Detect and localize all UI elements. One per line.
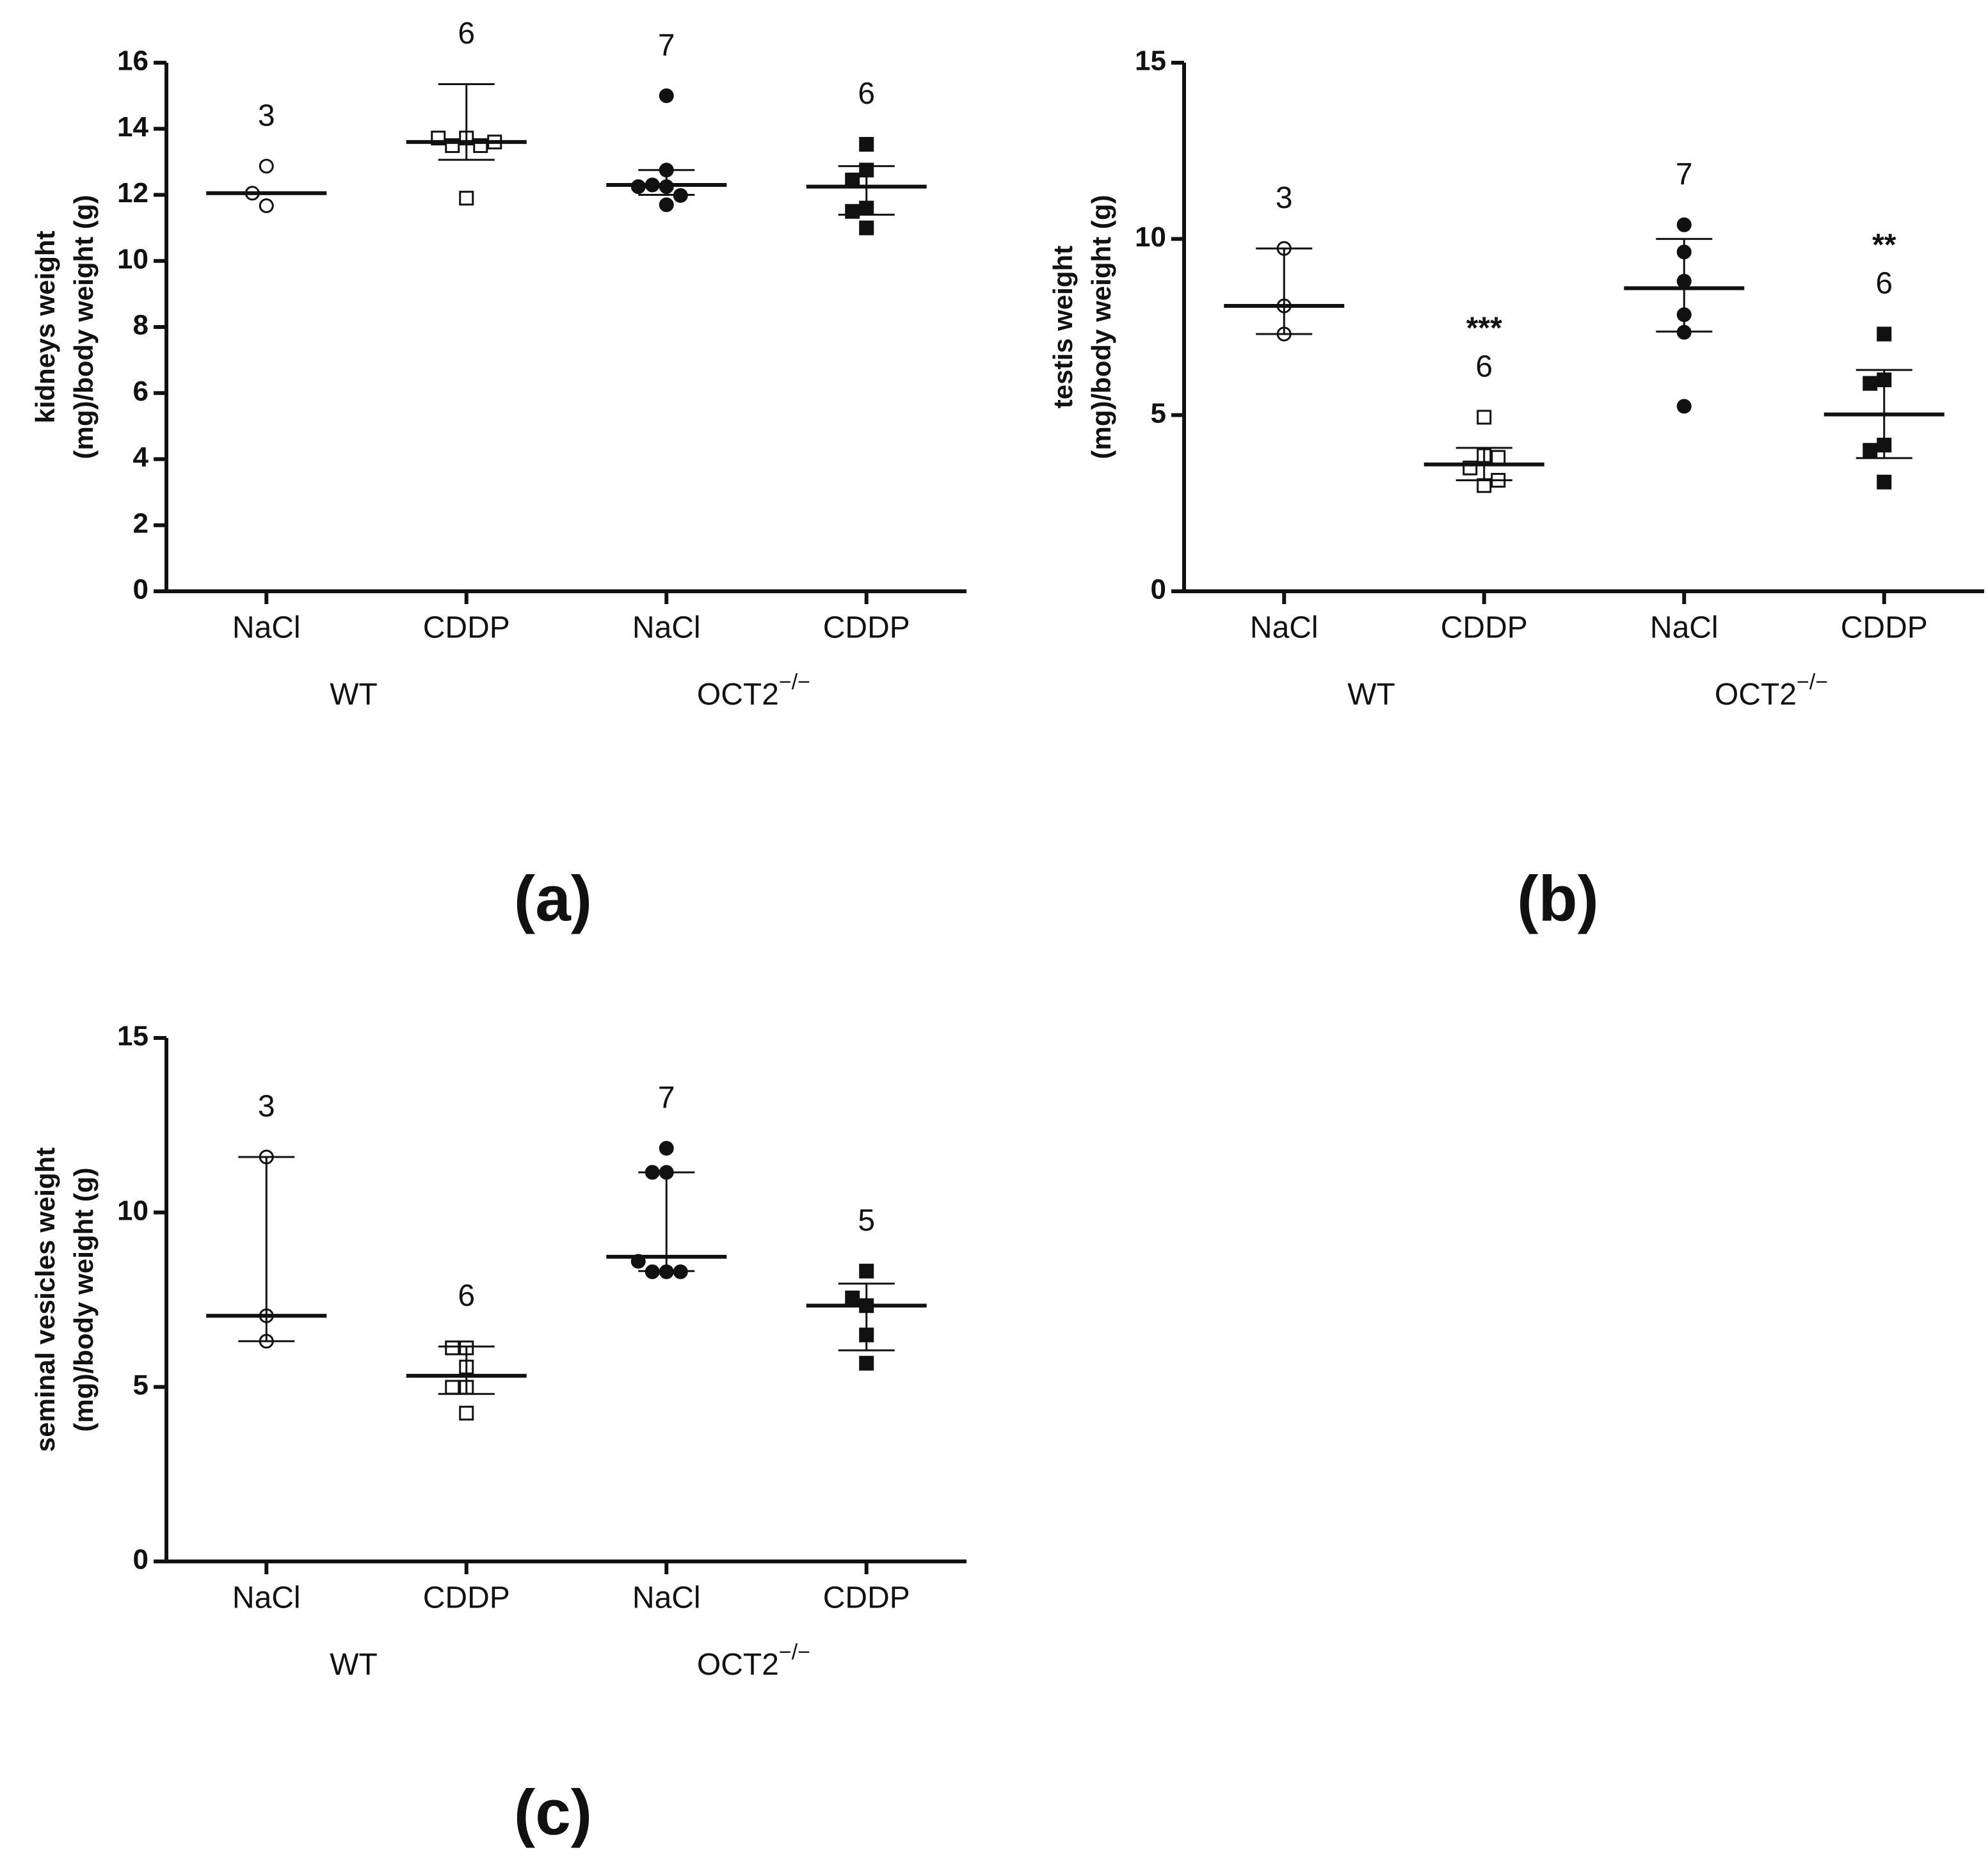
n-label: 3: [258, 99, 275, 132]
n-label: 7: [658, 1081, 675, 1115]
y-tick-label: 0: [133, 1544, 148, 1576]
data-point: [659, 197, 674, 212]
group-name: OCT2: [697, 1648, 779, 1682]
n-label: 7: [1676, 157, 1693, 191]
x-tick-label: NaCl: [232, 611, 301, 645]
group-superscript: −/−: [1797, 670, 1828, 694]
group-label: OCT2−/−: [697, 670, 810, 712]
data-point: [259, 198, 274, 214]
y-axis-label: seminal vesicles weight: [30, 1147, 60, 1452]
group-name: OCT2: [697, 678, 779, 712]
data-point: [1491, 450, 1506, 465]
group-superscript: −/−: [779, 1640, 810, 1664]
x-tick-label: NaCl: [1250, 611, 1319, 645]
x-tick-label: NaCl: [1650, 611, 1719, 645]
data-point: [1877, 474, 1892, 490]
data-point: [1676, 217, 1692, 232]
group-label: WT: [1347, 678, 1395, 712]
data-point: [859, 137, 874, 152]
group-superscript: −/−: [779, 670, 810, 694]
y-tick-label: 15: [117, 1021, 148, 1052]
data-point: [1863, 443, 1878, 458]
y-tick-label: 5: [1151, 397, 1166, 429]
n-label: 6: [458, 1279, 475, 1313]
data-point: [859, 1355, 874, 1371]
data-point: [859, 220, 874, 235]
data-point: [845, 1290, 860, 1305]
data-point: [1863, 376, 1878, 391]
x-tick-label: CDDP: [423, 611, 510, 645]
data-point: [1676, 399, 1692, 414]
data-point: [259, 159, 274, 174]
data-point: [459, 191, 474, 206]
data-point: [845, 172, 860, 187]
y-tick-label: 0: [1151, 574, 1166, 605]
y-axis-label: (mg)/body weight (g): [1086, 195, 1116, 459]
data-point: [445, 1380, 460, 1395]
x-tick-label: CDDP: [823, 1581, 910, 1615]
y-axis-label: (mg)/body weight (g): [68, 1168, 99, 1432]
panel-label: (a): [514, 863, 592, 934]
x-tick-label: CDDP: [1841, 611, 1928, 645]
data-point: [659, 88, 674, 104]
y-tick-label: 8: [133, 310, 148, 341]
y-tick-label: 10: [117, 1195, 148, 1226]
x-tick-label: CDDP: [823, 611, 910, 645]
group-label: WT: [330, 678, 378, 712]
group-name: OCT2: [1715, 678, 1797, 712]
x-tick-label: CDDP: [1441, 611, 1528, 645]
n-label: 6: [458, 17, 475, 51]
y-tick-label: 14: [117, 111, 148, 143]
y-tick-label: 0: [133, 574, 148, 605]
y-tick-label: 16: [117, 45, 148, 77]
significance: **: [1872, 228, 1896, 262]
y-axis-label: (mg)/body weight (g): [68, 195, 99, 459]
x-tick-label: NaCl: [632, 611, 701, 645]
x-tick-label: CDDP: [423, 1581, 510, 1615]
n-label: 3: [1276, 181, 1293, 215]
y-tick-label: 5: [133, 1369, 148, 1401]
x-tick-label: NaCl: [632, 1581, 701, 1615]
x-tick-label: NaCl: [232, 1581, 301, 1615]
n-label: 7: [658, 28, 675, 62]
group-label: OCT2−/−: [697, 1640, 810, 1682]
y-axis-label: kidneys weight: [30, 230, 60, 423]
y-tick-label: 10: [117, 243, 148, 275]
data-point: [445, 1340, 460, 1355]
group-name: WT: [1347, 678, 1395, 712]
significance: ***: [1466, 312, 1502, 346]
n-label: 3: [258, 1090, 275, 1124]
panel-label: (b): [1517, 863, 1599, 934]
y-tick-label: 15: [1135, 45, 1166, 77]
data-point: [859, 1263, 874, 1279]
group-label: OCT2−/−: [1715, 670, 1828, 712]
n-label: 6: [1875, 267, 1893, 301]
n-label: 6: [858, 77, 875, 111]
y-tick-label: 2: [133, 507, 148, 539]
data-point: [1477, 410, 1492, 425]
group-name: WT: [330, 1648, 378, 1682]
y-tick-label: 4: [133, 442, 149, 473]
y-tick-label: 12: [117, 177, 148, 209]
y-tick-label: 6: [133, 376, 148, 407]
data-point: [1877, 326, 1892, 342]
data-point: [459, 1405, 474, 1421]
group-name: WT: [330, 678, 378, 712]
panel-label: (c): [514, 1776, 592, 1848]
data-point: [659, 1140, 674, 1156]
group-label: WT: [330, 1648, 378, 1682]
n-label: 5: [858, 1204, 875, 1238]
y-tick-label: 10: [1135, 221, 1166, 253]
data-point: [845, 203, 860, 219]
y-axis-label: testis weight: [1048, 246, 1078, 408]
n-label: 6: [1475, 350, 1493, 384]
